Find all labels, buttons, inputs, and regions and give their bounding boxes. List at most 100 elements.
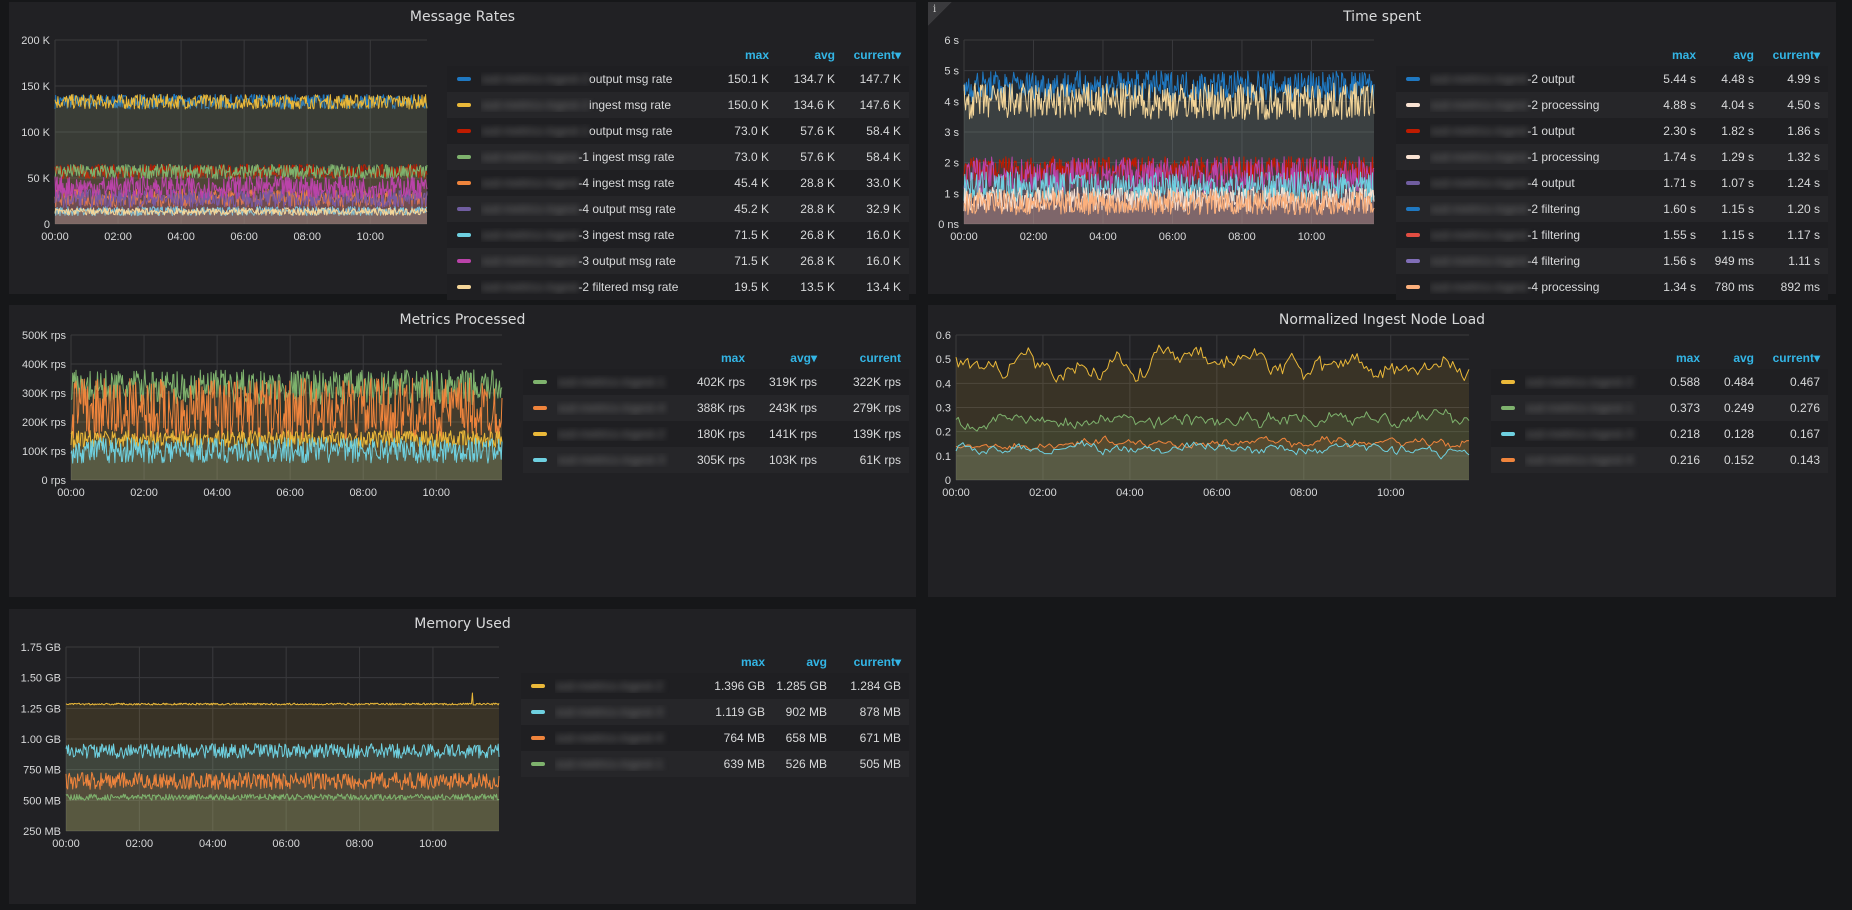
legend-series-name[interactable]: ssd-metrics-ingest -2 filtered msg rate bbox=[481, 280, 709, 294]
legend-series-name[interactable]: ssd-metrics-ingest-1 bbox=[555, 757, 697, 771]
series-line[interactable] bbox=[963, 70, 1375, 102]
legend-header-max[interactable]: max bbox=[1671, 48, 1696, 62]
series-color-swatch[interactable] bbox=[1406, 207, 1420, 211]
series-line[interactable] bbox=[955, 344, 1470, 383]
legend-item[interactable]: ssd-metrics-ingest-1 output msg rate 73.0… bbox=[447, 118, 909, 144]
legend-item[interactable]: ssd-metrics-ingest-1 402K rps 319K rps 322K… bbox=[523, 369, 909, 395]
legend-series-name[interactable]: ssd-metrics-ingest-4 bbox=[555, 731, 697, 745]
series-color-swatch[interactable] bbox=[457, 181, 471, 185]
series-color-swatch[interactable] bbox=[1406, 285, 1420, 289]
legend-item[interactable]: ssd-metrics-ingest-4 764 MB 658 MB 671 MB bbox=[521, 725, 909, 751]
legend-item[interactable]: ssd-metrics-ingest-3 305K rps 103K rps 61K … bbox=[523, 447, 909, 473]
series-color-swatch[interactable] bbox=[531, 762, 545, 766]
legend-header-current[interactable]: current▾ bbox=[1772, 351, 1820, 365]
legend-item[interactable]: ssd-metrics-ingest-3 0.218 0.128 0.167 bbox=[1491, 421, 1828, 447]
legend-header-max[interactable]: max bbox=[744, 48, 769, 62]
series-color-swatch[interactable] bbox=[1501, 380, 1515, 384]
legend-series-name[interactable]: ssd-metrics-ingest -3 ingest msg rate bbox=[481, 228, 709, 242]
legend-header-avg[interactable]: avg▾ bbox=[790, 351, 817, 365]
series-color-swatch[interactable] bbox=[1501, 406, 1515, 410]
legend-series-name[interactable]: ssd-metrics-ingest-1 output msg rate bbox=[481, 124, 709, 138]
series-line[interactable] bbox=[70, 436, 503, 464]
legend-item[interactable]: ssd-metrics-ingest -1 filtering 1.55 s 1.15… bbox=[1396, 222, 1828, 248]
panel-title[interactable]: Time spent bbox=[1343, 9, 1421, 25]
legend-series-name[interactable]: ssd-metrics-ingest -2 output bbox=[1430, 72, 1636, 86]
series-color-swatch[interactable] bbox=[457, 155, 471, 159]
legend-header-current[interactable]: current▾ bbox=[1772, 48, 1820, 62]
legend-item[interactable]: ssd-metrics-ingest-1 0.373 0.249 0.276 bbox=[1491, 395, 1828, 421]
series-line[interactable] bbox=[955, 440, 1470, 460]
series-color-swatch[interactable] bbox=[1501, 432, 1515, 436]
series-color-swatch[interactable] bbox=[531, 736, 545, 740]
series-line[interactable] bbox=[54, 188, 428, 208]
chart-memory-used[interactable]: 250 MB 500 MB 750 MB 1.00 GB 1.25 GB 1.50 GB 1… bbox=[9, 609, 509, 899]
legend-header-avg[interactable]: avg bbox=[806, 655, 827, 669]
legend-item[interactable]: ssd-metrics-ingest-2 1.396 GB 1.285 GB 1.28… bbox=[521, 673, 909, 699]
legend-item[interactable]: ssd-metrics-ingest -1 output 2.30 s 1.82 s 1… bbox=[1396, 118, 1828, 144]
legend-item[interactable]: ssd-metrics-ingest-1 639 MB 526 MB 505 MB bbox=[521, 751, 909, 777]
series-line[interactable] bbox=[963, 171, 1375, 203]
panel-title[interactable]: Memory Used bbox=[414, 616, 511, 632]
legend-item[interactable]: ssd-metrics-ingest -2 processing 4.88 s 4.0… bbox=[1396, 92, 1828, 118]
legend-header-current[interactable]: current▾ bbox=[853, 655, 901, 669]
legend-header-avg[interactable]: avg bbox=[814, 48, 835, 62]
legend-series-name[interactable]: ssd-metrics-ingest-4 bbox=[1525, 453, 1646, 467]
series-color-swatch[interactable] bbox=[1501, 458, 1515, 462]
legend-item[interactable]: ssd-metrics-ingest-2 0.588 0.484 0.467 bbox=[1491, 369, 1828, 395]
legend-item[interactable]: ssd-metrics-ingest -1 ingest msg rate 73.0… bbox=[447, 144, 909, 170]
chart-metrics-processed[interactable]: 0 rps 100K rps 200K rps 300K rps 400K rps 500… bbox=[9, 305, 509, 595]
legend-item[interactable]: ssd-metrics-ingest-2 180K rps 141K rps 139K… bbox=[523, 421, 909, 447]
series-line[interactable] bbox=[65, 743, 500, 759]
legend-item[interactable]: ssd-metrics-ingest -4 output msg rate 45.2… bbox=[447, 196, 909, 222]
legend-series-name[interactable]: ssd-metrics-ingest -1 output bbox=[1430, 124, 1636, 138]
series-line[interactable] bbox=[65, 771, 500, 790]
series-color-swatch[interactable] bbox=[1406, 103, 1420, 107]
series-line[interactable] bbox=[963, 82, 1375, 121]
legend-header-max[interactable]: max bbox=[1675, 351, 1700, 365]
legend-series-name[interactable]: ssd-metrics-ingest-1 bbox=[1525, 401, 1646, 415]
legend-series-name[interactable]: ssd-metrics-ingest -1 processing bbox=[1430, 150, 1636, 164]
legend-item[interactable]: ssd-metrics-ingest -4 filtering 1.56 s 949 … bbox=[1396, 248, 1828, 274]
legend-series-name[interactable]: ssd-metrics-ingest -3 output msg rate bbox=[481, 254, 709, 268]
series-line[interactable] bbox=[963, 189, 1375, 216]
series-color-swatch[interactable] bbox=[1406, 129, 1420, 133]
series-color-swatch[interactable] bbox=[1406, 181, 1420, 185]
series-color-swatch[interactable] bbox=[457, 129, 471, 133]
legend-series-name[interactable]: ssd-metrics-ingest -2 processing bbox=[1430, 98, 1636, 112]
panel-title[interactable]: Message Rates bbox=[409, 9, 516, 25]
series-line[interactable] bbox=[65, 692, 500, 706]
legend-item[interactable]: ssd-metrics-ingest -4 ingest msg rate 45.4… bbox=[447, 170, 909, 196]
legend-item[interactable]: ssd-metrics-ingest -2 filtered msg rate 19… bbox=[447, 274, 909, 300]
series-line[interactable] bbox=[955, 408, 1470, 432]
series-color-swatch[interactable] bbox=[1406, 259, 1420, 263]
series-line[interactable] bbox=[70, 430, 503, 449]
chart-normalized-load[interactable]: 0 0.1 0.2 0.3 0.4 0.5 0.6 00:00 02:00 04:00 06:00 0… bbox=[928, 305, 1488, 595]
chart-message-rates[interactable]: 0 50 K 100 K 150 K 200 K 00:00 02:00 04:00 06:00… bbox=[9, 2, 429, 272]
legend-series-name[interactable]: ssd-metrics-ingest -1 ingest msg rate bbox=[481, 150, 709, 164]
series-color-swatch[interactable] bbox=[457, 207, 471, 211]
series-color-swatch[interactable] bbox=[457, 233, 471, 237]
legend-series-name[interactable]: ssd-metrics-ingest-2 ingest msg rate bbox=[481, 98, 709, 112]
legend-series-name[interactable]: ssd-metrics-ingest-2 bbox=[555, 679, 697, 693]
chart-time-spent[interactable]: 0 ns 1 s 2 s 3 s 4 s 5 s 6 s 00:00 02:00 04:00 06:… bbox=[928, 2, 1375, 272]
legend-header-max[interactable]: max bbox=[720, 351, 745, 365]
legend-series-name[interactable]: ssd-metrics-ingest-2 bbox=[557, 427, 669, 441]
info-corner[interactable]: i bbox=[928, 2, 952, 26]
legend-header-avg[interactable]: avg bbox=[1733, 48, 1754, 62]
legend-item[interactable]: ssd-metrics-ingest-2 output msg rate 150.… bbox=[447, 66, 909, 92]
series-color-swatch[interactable] bbox=[457, 259, 471, 263]
series-color-swatch[interactable] bbox=[531, 710, 545, 714]
legend-series-name[interactable]: ssd-metrics-ingest-4 bbox=[557, 401, 669, 415]
legend-series-name[interactable]: ssd-metrics-ingest -4 processing bbox=[1430, 280, 1636, 294]
series-color-swatch[interactable] bbox=[1406, 155, 1420, 159]
legend-series-name[interactable]: ssd-metrics-ingest-3 bbox=[1525, 427, 1646, 441]
legend-item[interactable]: ssd-metrics-ingest-4 388K rps 243K rps 279K… bbox=[523, 395, 909, 421]
legend-item[interactable]: ssd-metrics-ingest -2 output 5.44 s 4.48 s 4… bbox=[1396, 66, 1828, 92]
series-color-swatch[interactable] bbox=[457, 77, 471, 81]
legend-series-name[interactable]: ssd-metrics-ingest-2 output msg rate bbox=[481, 72, 709, 86]
legend-series-name[interactable]: ssd-metrics-ingest -1 filtering bbox=[1430, 228, 1636, 242]
legend-header-current[interactable]: current bbox=[859, 351, 901, 365]
legend-series-name[interactable]: ssd-metrics-ingest -4 ingest msg rate bbox=[481, 176, 709, 190]
series-line[interactable] bbox=[54, 93, 428, 110]
legend-item[interactable]: ssd-metrics-ingest-4 0.216 0.152 0.143 bbox=[1491, 447, 1828, 473]
